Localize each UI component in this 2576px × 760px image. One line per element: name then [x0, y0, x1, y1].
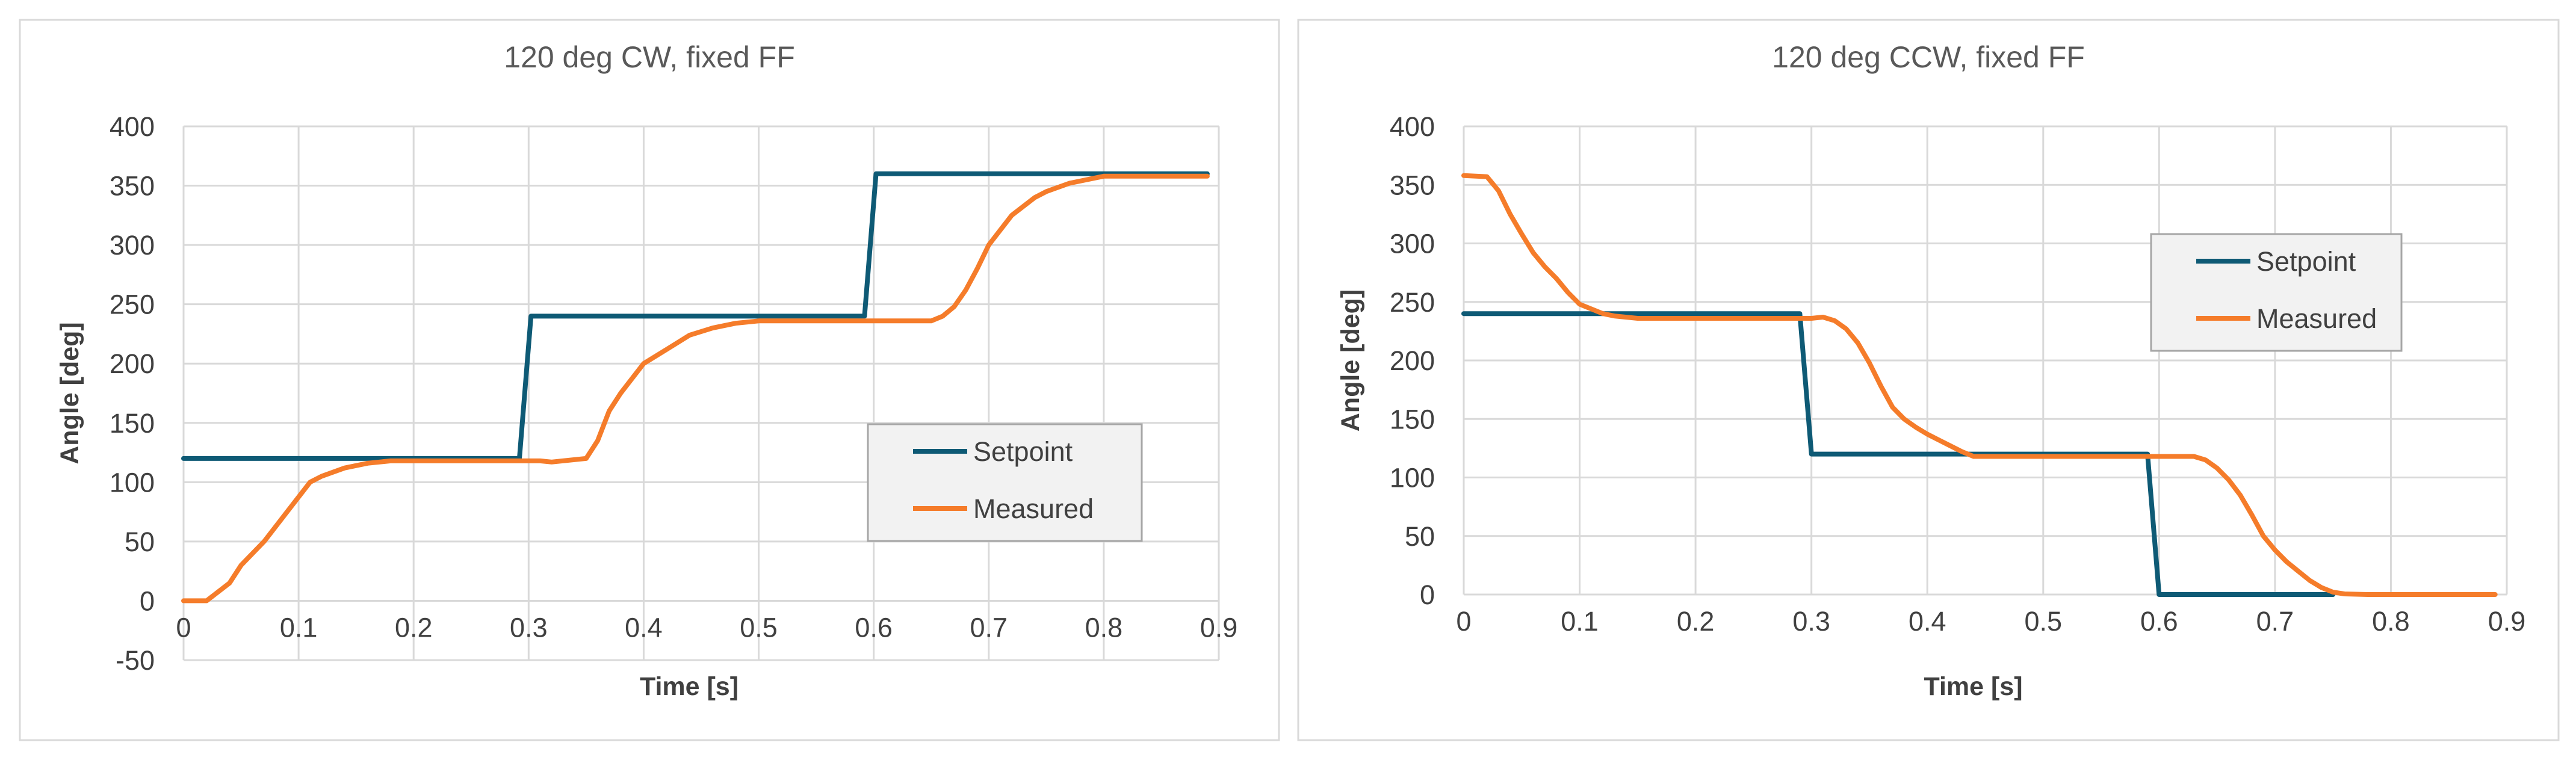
y-axis-title: Angle [deg] [55, 322, 84, 464]
y-tick-label: 300 [1390, 229, 1435, 259]
y-tick-label: 250 [1390, 287, 1435, 318]
x-tick-label: 0.3 [510, 612, 548, 643]
x-tick-label: 0.5 [740, 612, 778, 643]
y-axis-title: Angle [deg] [1336, 289, 1365, 431]
x-tick-label: 0 [1456, 606, 1471, 637]
chart-frame [19, 19, 1280, 741]
x-tick-label: 0.2 [1677, 606, 1715, 637]
legend-label-measured: Measured [973, 493, 1094, 524]
y-tick-label: 50 [1405, 521, 1435, 552]
chart-frame [1297, 19, 2560, 741]
legend-box [867, 423, 1143, 542]
y-tick-label: 0 [140, 585, 155, 616]
x-tick-label: 0.8 [1085, 612, 1123, 643]
y-tick-label: 150 [1390, 404, 1435, 434]
y-tick-label: 50 [125, 527, 155, 557]
legend-label-measured: Measured [2256, 303, 2377, 334]
y-tick-label: 200 [110, 348, 155, 379]
x-tick-label: 0.6 [2140, 606, 2178, 637]
series-line-measured [1461, 173, 2498, 597]
legend-box [2150, 233, 2403, 352]
x-tick-label: 0.1 [1561, 606, 1599, 637]
y-tick-label: -50 [116, 645, 155, 676]
x-tick-label: 0.3 [1792, 606, 1830, 637]
legend-label-setpoint: Setpoint [2256, 246, 2356, 277]
x-tick-label: 0.7 [2256, 606, 2294, 637]
x-tick-label: 0.4 [625, 612, 663, 643]
y-tick-label: 400 [110, 111, 155, 142]
y-tick-label: 200 [1390, 345, 1435, 376]
legend-label-setpoint: Setpoint [973, 436, 1073, 467]
chart-title: 120 deg CCW, fixed FF [1772, 40, 2085, 74]
y-tick-label: 0 [1420, 579, 1435, 610]
x-tick-label: 0.6 [855, 612, 893, 643]
x-axis-title: Time [s] [1924, 672, 2022, 701]
series-line-measured [181, 173, 1210, 604]
x-tick-label: 0.5 [2024, 606, 2062, 637]
legend: Setpoint Measured [867, 423, 1143, 542]
legend: Setpoint Measured [2150, 233, 2403, 352]
x-tick-label: 0.9 [1200, 612, 1238, 643]
x-tick-label: 0.1 [280, 612, 318, 643]
x-tick-label: 0.4 [1909, 606, 1946, 637]
y-tick-label: 100 [110, 467, 155, 498]
y-tick-label: 100 [1390, 463, 1435, 493]
y-tick-label: 250 [110, 289, 155, 320]
y-tick-label: 150 [110, 408, 155, 439]
gridlines [182, 125, 1220, 661]
x-tick-label: 0.8 [2372, 606, 2410, 637]
y-tick-label: 350 [110, 171, 155, 202]
x-tick-label: 0.7 [970, 612, 1008, 643]
x-tick-label: 0 [176, 612, 191, 643]
chart-panel-1: 120 deg CW, fixed FF -50 0 50 100 150 200 250 30… [19, 19, 1280, 741]
y-tick-label: 350 [1390, 170, 1435, 200]
x-axis-title: Time [s] [640, 672, 738, 701]
x-tick-label: 0.9 [2488, 606, 2526, 637]
x-tick-label: 0.2 [395, 612, 433, 643]
y-tick-label: 300 [110, 230, 155, 261]
y-tick-label: 400 [1390, 111, 1435, 142]
chart-title: 120 deg CW, fixed FF [504, 40, 795, 74]
chart-panel-2: 120 deg CCW, fixed FF 0 50 100 150 200 250 300 3… [1297, 19, 2560, 741]
